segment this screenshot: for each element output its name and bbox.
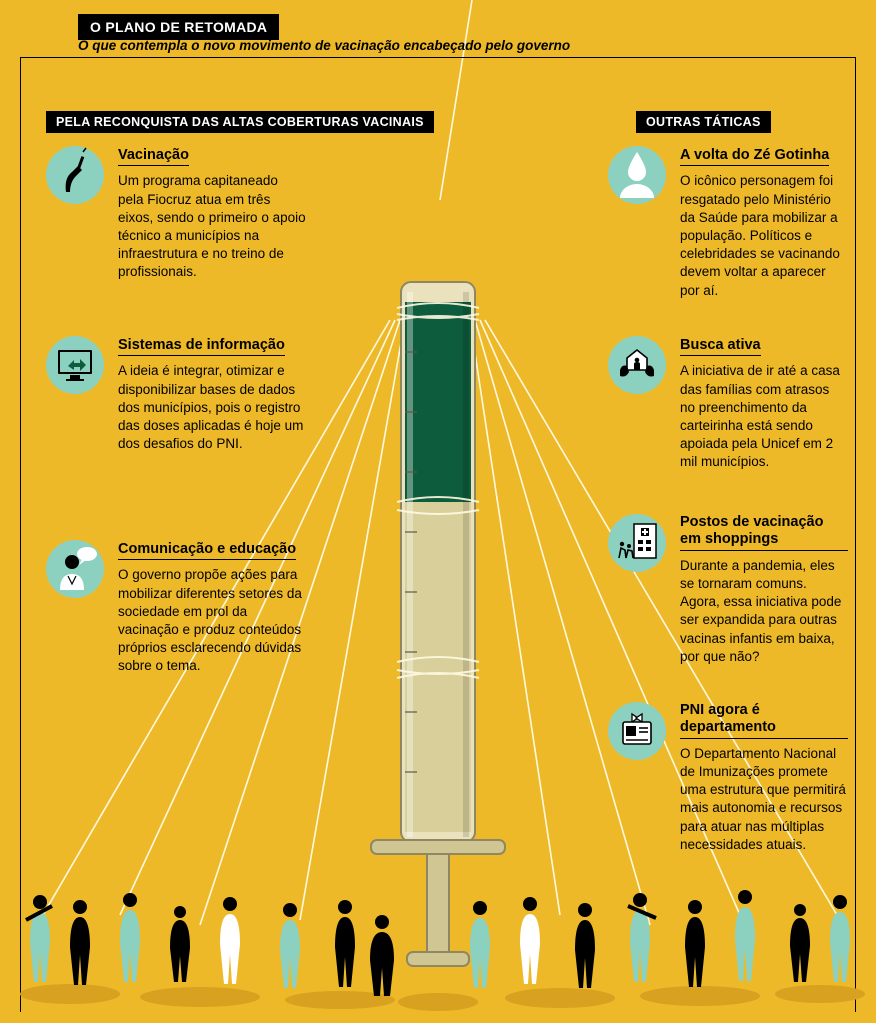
item-title: PNI agora é departamento — [680, 702, 848, 739]
item-title: Vacinação — [118, 147, 189, 166]
item-pni-departamento: PNI agora é departamento O Departamento … — [608, 702, 848, 854]
item-body: Durante a pandemia, eles se tornaram com… — [680, 557, 848, 666]
item-shoppings: Postos de vacinação em shoppings Durante… — [608, 514, 848, 666]
item-ze-gotinha: A volta do Zé Gotinha O icônico personag… — [608, 146, 848, 300]
item-comunicacao: Comunicação e educação O governo propõe … — [46, 540, 306, 676]
item-body: O Departamento Nacional de Imunizações p… — [680, 745, 848, 854]
item-busca-ativa: Busca ativa A iniciativa de ir até a cas… — [608, 336, 848, 472]
main-title-badge: O PLANO DE RETOMADA — [78, 14, 279, 40]
item-body: Um programa capitaneado pela Fiocruz atu… — [118, 172, 306, 281]
mall-cross-icon — [608, 514, 666, 572]
left-section-label: PELA RECONQUISTA DAS ALTAS COBERTURAS VA… — [46, 111, 434, 133]
item-title: Sistemas de informação — [118, 337, 285, 356]
item-body: A ideia é integrar, otimizar e disponibi… — [118, 362, 306, 453]
item-title: A volta do Zé Gotinha — [680, 147, 829, 166]
id-badge-icon — [608, 702, 666, 760]
item-body: A iniciativa de ir até a casa das famíli… — [680, 362, 848, 471]
item-sistemas: Sistemas de informação A ideia é integra… — [46, 336, 306, 453]
right-section-label: OUTRAS TÁTICAS — [636, 111, 771, 133]
item-body: O governo propõe ações para mobilizar di… — [118, 566, 306, 675]
monitor-arrows-icon — [46, 336, 104, 394]
item-title: Comunicação e educação — [118, 541, 296, 560]
subtitle: O que contempla o novo movimento de vaci… — [78, 38, 570, 53]
item-title: Busca ativa — [680, 337, 761, 356]
item-vacinacao: Vacinação Um programa capitaneado pela F… — [46, 146, 306, 282]
item-title: Postos de vacinação em shoppings — [680, 514, 848, 551]
item-body: O icônico personagem foi resgatado pelo … — [680, 172, 848, 300]
hands-house-icon — [608, 336, 666, 394]
ze-gotinha-icon — [608, 146, 666, 204]
vaccination-hand-icon — [46, 146, 104, 204]
doctor-speech-icon — [46, 540, 104, 598]
people-crowd-illustration — [0, 852, 876, 1012]
